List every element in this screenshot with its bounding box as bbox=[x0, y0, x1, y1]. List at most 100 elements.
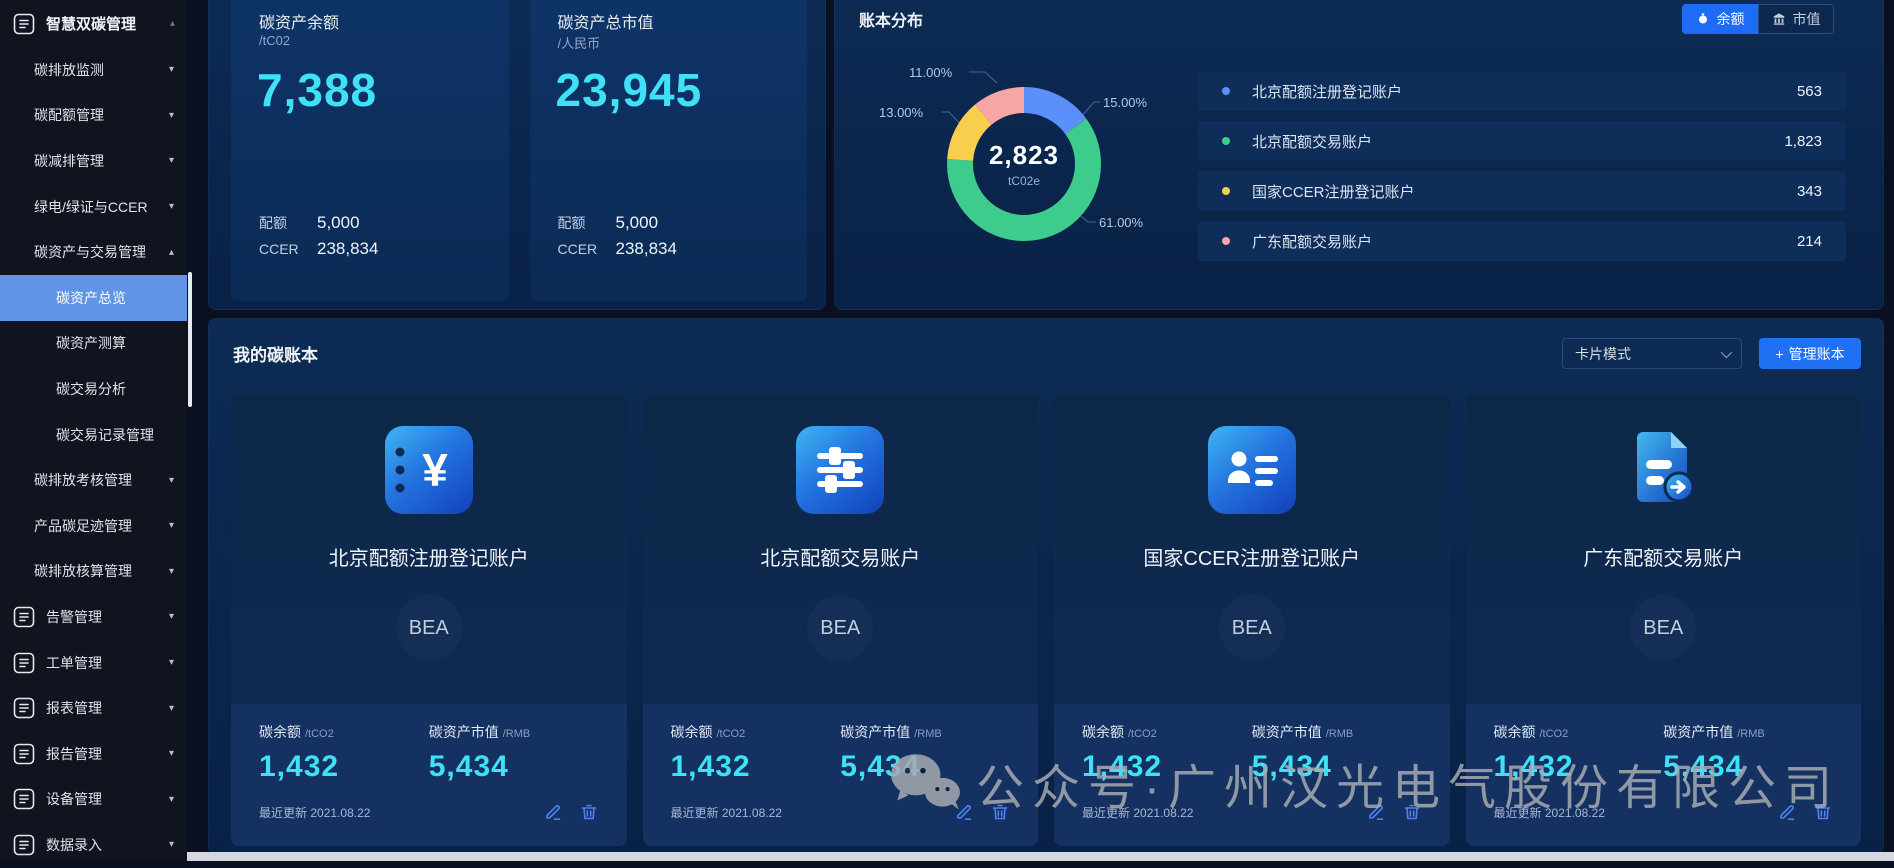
market-column: 碳资产市值/RMB 5,434 bbox=[1663, 722, 1833, 784]
donut-leader-lines bbox=[941, 71, 1100, 223]
sidebar-item[interactable]: 绿电/绿证与CCER ▾ bbox=[0, 184, 187, 230]
legend-row[interactable]: 国家CCER注册登记账户 343 bbox=[1198, 171, 1846, 211]
manage-ledger-button[interactable]: + 管理账本 bbox=[1759, 338, 1861, 369]
balance-market-toggle: 余额 市值 bbox=[1682, 4, 1834, 34]
sidebar-item[interactable]: 告警管理 ▾ bbox=[0, 594, 187, 640]
stat-title: 碳资产总市值 bbox=[557, 15, 654, 32]
stat-sub-row: 配额 5,000 bbox=[557, 213, 659, 232]
legend-row[interactable]: 广东配额交易账户 214 bbox=[1198, 221, 1846, 261]
chevron-icon: ▾ bbox=[168, 64, 174, 76]
sidebar-item-label: 产品碳足迹管理 bbox=[34, 517, 132, 534]
chevron-icon: ▾ bbox=[168, 201, 174, 213]
sidebar-item[interactable]: 碳配额管理 ▾ bbox=[0, 93, 187, 139]
bank-icon bbox=[1772, 12, 1786, 26]
stat-cards: 碳资产余额 /tC02 7,388 配额 5,000 CCER 238,834 … bbox=[231, 0, 807, 301]
edit-icon[interactable] bbox=[1777, 802, 1797, 822]
pct-label: 15.00% bbox=[1103, 95, 1148, 110]
account-card-title: 广东配额交易账户 bbox=[1583, 548, 1744, 570]
carbon-asset-panel: 碳资产余额 /tC02 7,388 配额 5,000 CCER 238,834 … bbox=[208, 0, 826, 310]
account-card-top: 广东配额交易账户 BEA bbox=[1466, 394, 1862, 704]
sidebar-item[interactable]: 报告管理 ▾ bbox=[0, 731, 187, 777]
sidebar-item[interactable]: 设备管理 ▾ bbox=[0, 777, 187, 823]
donut-chart bbox=[947, 87, 1101, 241]
sidebar-item-label: 报表管理 bbox=[46, 700, 102, 717]
delete-icon[interactable] bbox=[990, 802, 1010, 822]
account-badge: BEA bbox=[1630, 595, 1697, 661]
report-form-icon bbox=[12, 696, 36, 720]
pct-label: 13.00% bbox=[879, 105, 924, 120]
account-card-title: 北京配额注册登记账户 bbox=[328, 548, 529, 570]
app-header[interactable]: 智慧双碳管理 ▴ bbox=[0, 0, 187, 47]
delete-icon[interactable] bbox=[579, 802, 599, 822]
balance-column: 碳余额/tCO2 1,432 bbox=[1494, 722, 1664, 784]
balance-value: 1,432 bbox=[670, 750, 751, 783]
donut-unit: tC02e bbox=[1007, 174, 1041, 188]
account-card[interactable]: 北京配额交易账户 BEA 碳余额/tCO2 1,432 碳资产市 bbox=[642, 394, 1038, 846]
legend-dot-icon bbox=[1222, 187, 1230, 195]
sidebar-item[interactable]: 数据录入 ▾ bbox=[0, 822, 187, 868]
sidebar-item-label: 绿电/绿证与CCER bbox=[34, 198, 148, 215]
chevron-icon: ▾ bbox=[168, 839, 174, 851]
legend-row[interactable]: 北京配额注册登记账户 563 bbox=[1198, 71, 1846, 111]
legend-value: 343 bbox=[1796, 182, 1822, 200]
panel-title: 账本分布 bbox=[859, 13, 924, 30]
toggle-label: 市值 bbox=[1792, 11, 1821, 27]
donut-center: 2,823 tC02e bbox=[942, 82, 1106, 246]
sidebar-item[interactable]: 碳排放监测 ▾ bbox=[0, 47, 187, 93]
account-card[interactable]: 广东配额交易账户 BEA 碳余额/tCO2 1,432 碳资产市 bbox=[1465, 394, 1862, 846]
sidebar-item-label: 碳减排管理 bbox=[34, 152, 104, 169]
legend-label: 国家CCER注册登记账户 bbox=[1252, 183, 1415, 201]
sidebar-item[interactable]: 报表管理 ▾ bbox=[0, 685, 187, 731]
sidebar-item[interactable]: 碳资产测算 bbox=[0, 321, 187, 367]
sidebar-item-label: 碳排放监测 bbox=[34, 61, 104, 78]
account-card[interactable]: ¥ 北京配额注册登记账户 BEA bbox=[231, 394, 627, 846]
legend-row[interactable]: 北京配额交易账户 1,823 bbox=[1198, 121, 1846, 161]
main-content: 碳资产余额 /tC02 7,388 配额 5,000 CCER 238,834 … bbox=[193, 0, 1894, 861]
sidebar-item[interactable]: 产品碳足迹管理 ▾ bbox=[0, 503, 187, 549]
horizontal-scrollbar[interactable] bbox=[187, 852, 1894, 861]
toggle-button[interactable]: 市值 bbox=[1758, 4, 1834, 34]
sidebar-item-label: 告警管理 bbox=[46, 608, 102, 625]
account-card-stats: 碳余额/tCO2 1,432 碳资产市值/RMB 5,434 最近更新 2021… bbox=[231, 704, 627, 846]
account-card[interactable]: 国家CCER注册登记账户 BEA 碳余额/tCO2 1,432 bbox=[1054, 394, 1450, 846]
stat-card: 碳资产余额 /tC02 7,388 配额 5,000 CCER 238,834 bbox=[231, 0, 509, 301]
my-ledger-panel: 我的碳账本 卡片模式 + 管理账本 ¥ bbox=[208, 318, 1884, 854]
delete-icon[interactable] bbox=[1402, 802, 1422, 822]
chevron-icon: ▾ bbox=[168, 520, 174, 532]
balance-column: 碳余额/tCO2 1,432 bbox=[671, 722, 841, 784]
view-mode-select[interactable]: 卡片模式 bbox=[1562, 338, 1742, 369]
ledger-app-icon bbox=[12, 12, 36, 36]
sidebar-item[interactable]: 碳资产与交易管理 ▴ bbox=[0, 229, 187, 275]
sidebar-item-label: 碳资产与交易管理 bbox=[34, 244, 146, 261]
edit-icon[interactable] bbox=[543, 802, 563, 822]
balance-value: 1,432 bbox=[1493, 750, 1574, 783]
sidebar: 智慧双碳管理 ▴ 碳排放监测 ▾ 碳配额管理 ▾ 碳减排管理 ▾ bbox=[0, 0, 187, 861]
toggle-button[interactable]: 余额 bbox=[1682, 4, 1758, 34]
sidebar-item[interactable]: 碳减排管理 ▾ bbox=[0, 138, 187, 184]
view-mode-value: 卡片模式 bbox=[1575, 345, 1631, 362]
edit-icon[interactable] bbox=[954, 802, 974, 822]
chevron-icon: ▾ bbox=[168, 155, 174, 167]
sidebar-item[interactable]: 碳交易记录管理 bbox=[0, 412, 187, 458]
vertical-scrollbar[interactable] bbox=[188, 272, 192, 407]
plus-icon: + bbox=[1775, 345, 1784, 362]
ledger-distribution-panel: 账本分布 余额 bbox=[834, 0, 1884, 310]
edit-icon[interactable] bbox=[1366, 802, 1386, 822]
toggle-label: 余额 bbox=[1716, 11, 1745, 27]
sidebar-item[interactable]: 碳资产总览 bbox=[0, 274, 187, 321]
legend-value: 1,823 bbox=[1784, 132, 1822, 150]
sidebar-item[interactable]: 碳排放考核管理 ▾ bbox=[0, 457, 187, 503]
updated-timestamp: 最近更新 2021.08.22 bbox=[259, 805, 371, 820]
chevron-up-icon: ▴ bbox=[169, 18, 175, 29]
sidebar-item[interactable]: 碳排放核算管理 ▾ bbox=[0, 549, 187, 595]
svg-text:¥: ¥ bbox=[422, 444, 448, 496]
ledger-yen-icon: ¥ bbox=[384, 426, 473, 514]
delete-icon[interactable] bbox=[1813, 802, 1833, 822]
alarm-icon bbox=[12, 605, 36, 629]
legend-value: 563 bbox=[1796, 82, 1822, 100]
sidebar-item[interactable]: 工单管理 ▾ bbox=[0, 640, 187, 686]
legend-dot-icon bbox=[1222, 87, 1230, 95]
sidebar-item-label: 碳排放考核管理 bbox=[34, 472, 132, 489]
updated-timestamp: 最近更新 2021.08.22 bbox=[1082, 805, 1194, 820]
sidebar-item[interactable]: 碳交易分析 bbox=[0, 366, 187, 412]
